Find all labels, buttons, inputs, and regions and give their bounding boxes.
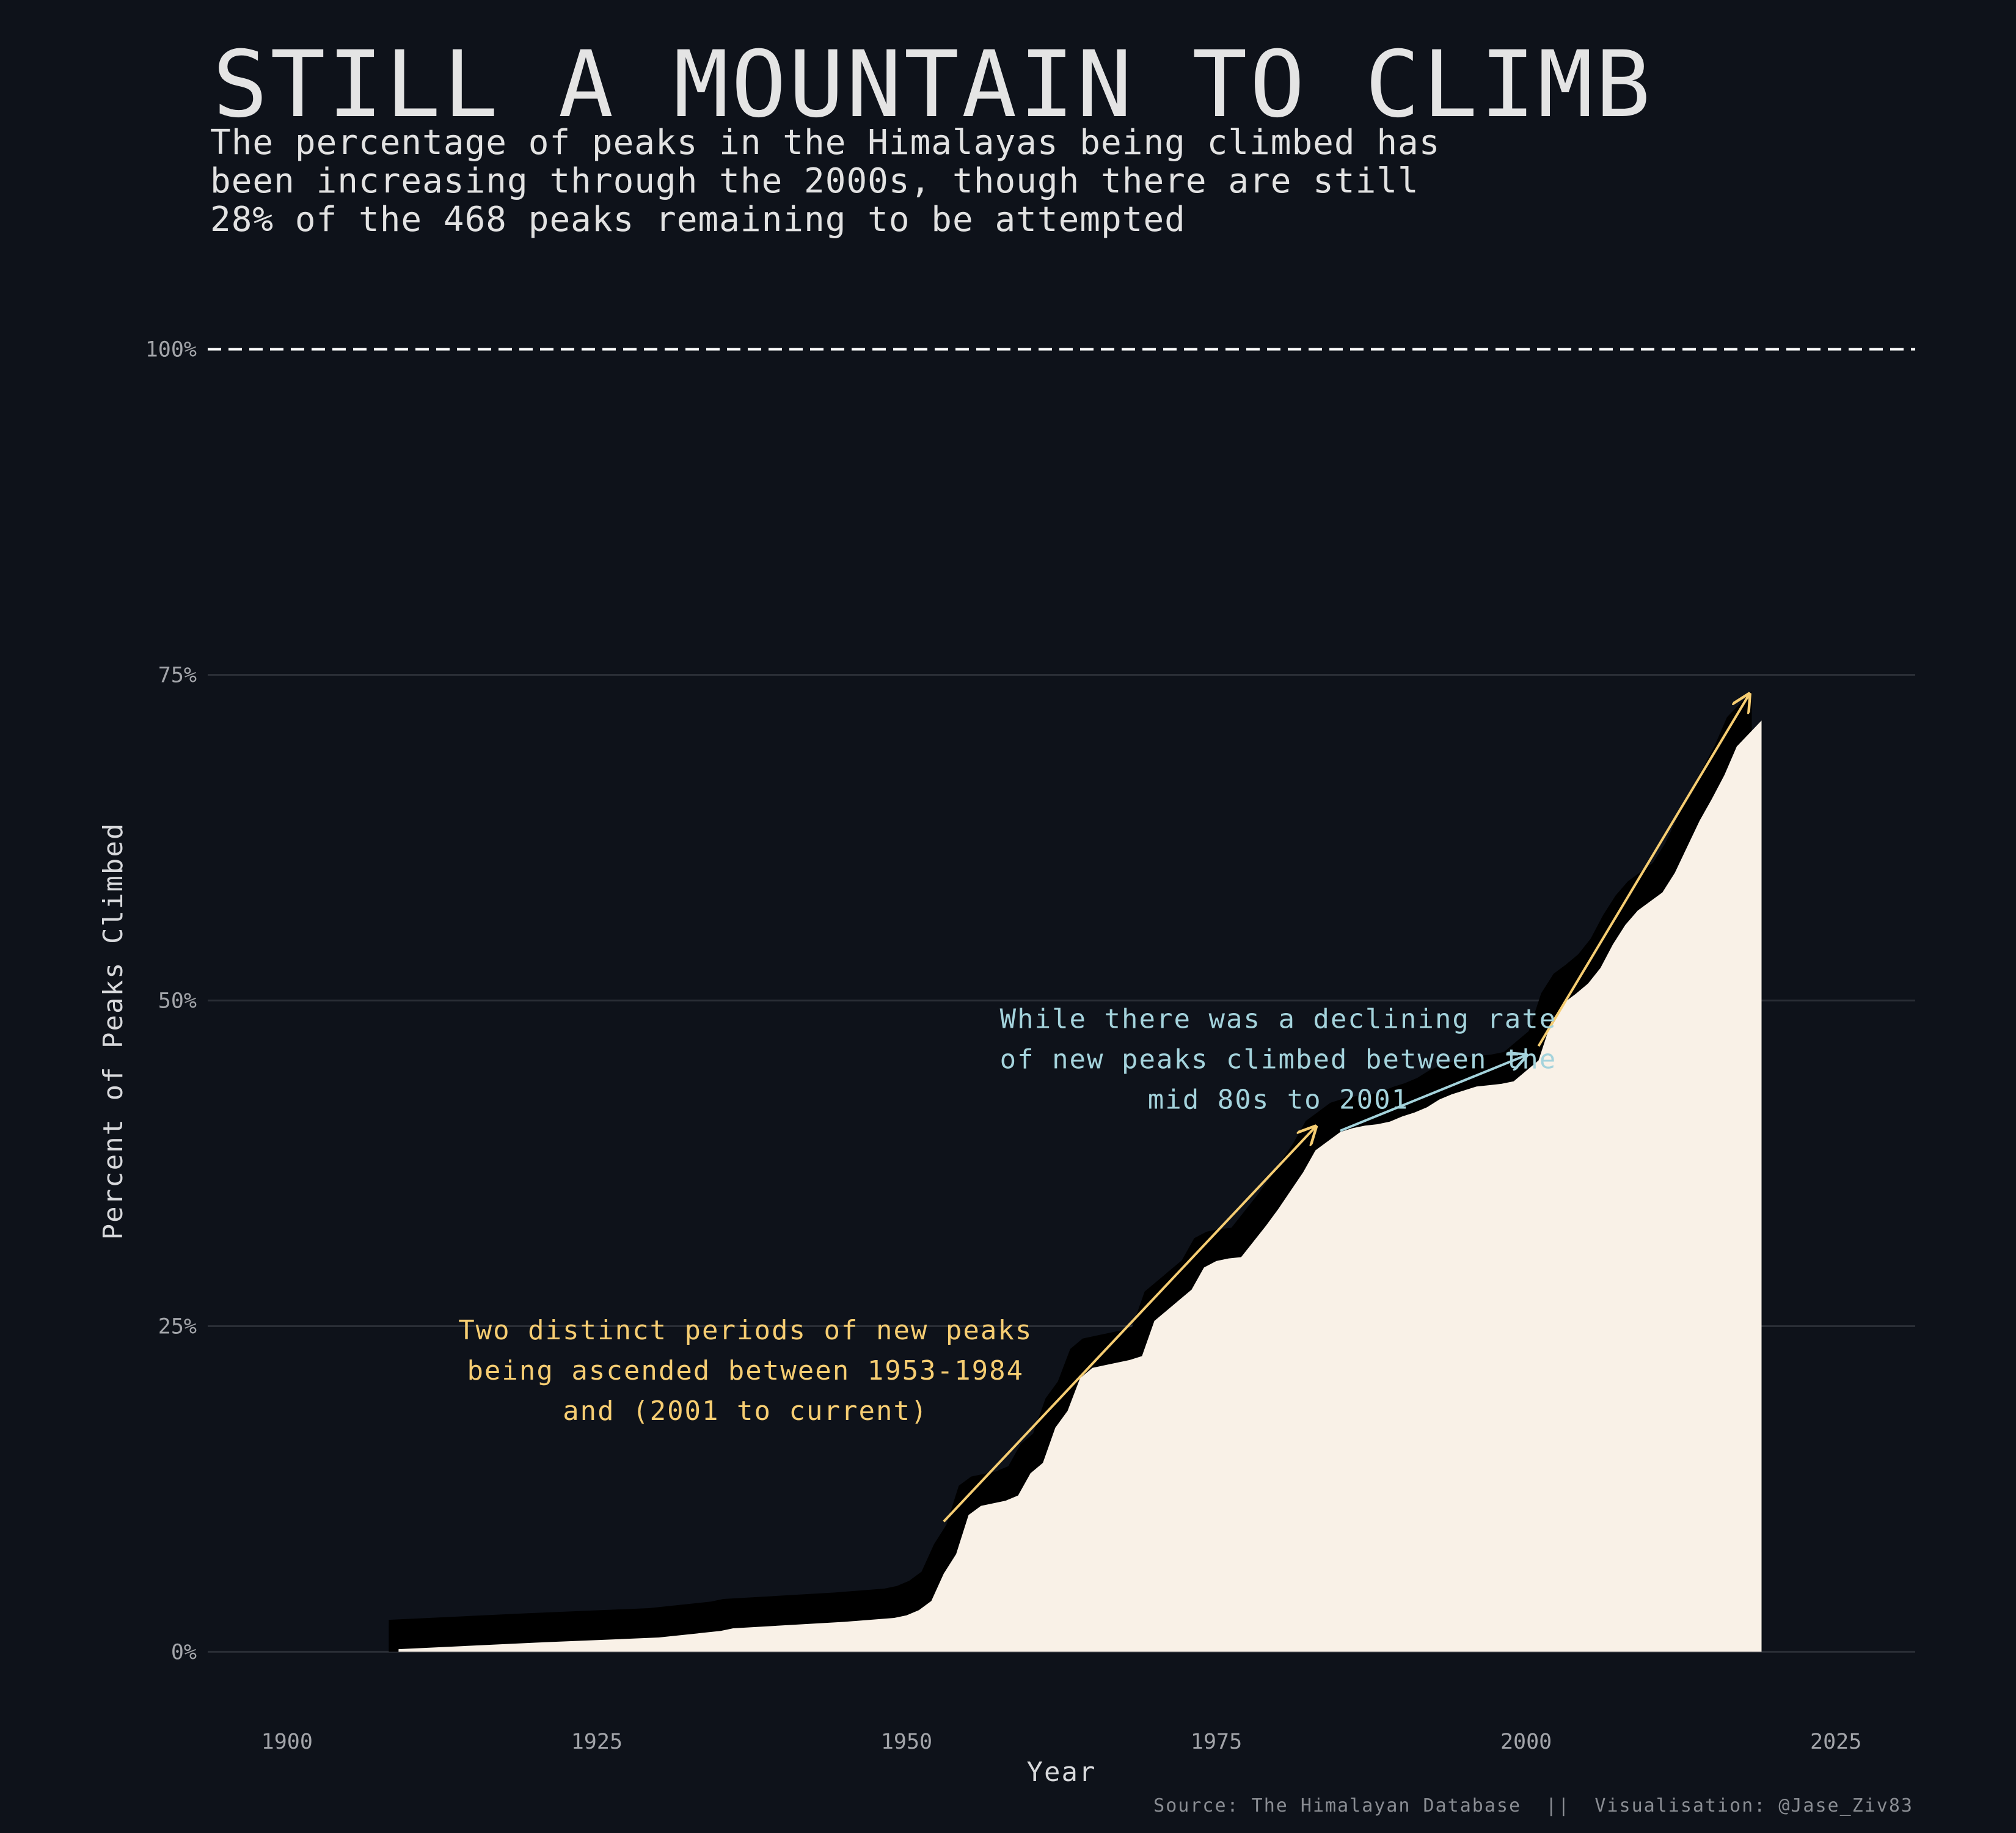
subtitle-line: The percentage of peaks in the Himalayas… (210, 123, 1441, 163)
y-tick-label: 0% (171, 1640, 197, 1664)
annotation-text: Two distinct periods of new peaks (458, 1315, 1032, 1346)
x-tick-label: 2000 (1500, 1730, 1552, 1754)
annotation-text: of new peaks climbed between the (1000, 1044, 1557, 1075)
x-tick-label: 2025 (1810, 1730, 1861, 1754)
annotation-arrow (943, 1127, 1315, 1523)
annotation-text: being ascended between 1953-1984 (467, 1355, 1024, 1386)
chart-subtitle: The percentage of peaks in the Himalayas… (210, 123, 1860, 239)
annotation-text: mid 80s to 2001 (1148, 1084, 1409, 1115)
x-tick-label: 1925 (571, 1730, 623, 1754)
x-tick-label: 1900 (261, 1730, 313, 1754)
x-tick-label: 1975 (1191, 1730, 1242, 1754)
x-axis-ticks: 1900 1925 1950 1975 2000 2025 (261, 1730, 1862, 1754)
area-fill (398, 720, 1762, 1652)
area-series (389, 691, 1762, 1652)
y-tick-label: 100% (145, 338, 197, 362)
y-tick-label: 50% (158, 989, 197, 1014)
y-tick-label: 25% (158, 1314, 197, 1339)
y-axis-title: Percent of Peaks Climbed (98, 822, 129, 1240)
y-axis-ticks: 0% 25% 50% 75% 100% (145, 338, 197, 1665)
chart-title: STILL A MOUNTAIN TO CLIMB (213, 32, 1653, 138)
x-tick-label: 1950 (881, 1730, 932, 1754)
annotation-arrow (1537, 695, 1749, 1047)
y-tick-label: 75% (158, 664, 197, 688)
subtitle-line: 28% of the 468 peaks remaining to be att… (210, 200, 1186, 240)
annotations: Two distinct periods of new peaks being a… (458, 695, 1749, 1523)
annotation-text: While there was a declining rate (1000, 1003, 1557, 1034)
subtitle-line: been increasing through the 2000s, thoug… (210, 161, 1419, 201)
x-axis-title: Year (1027, 1757, 1097, 1788)
annotation-text: and (2001 to current) (563, 1396, 928, 1427)
annotation-arrow (1340, 1055, 1526, 1132)
source-caption: Source: The Himalayan Database || Visual… (1153, 1795, 1913, 1817)
